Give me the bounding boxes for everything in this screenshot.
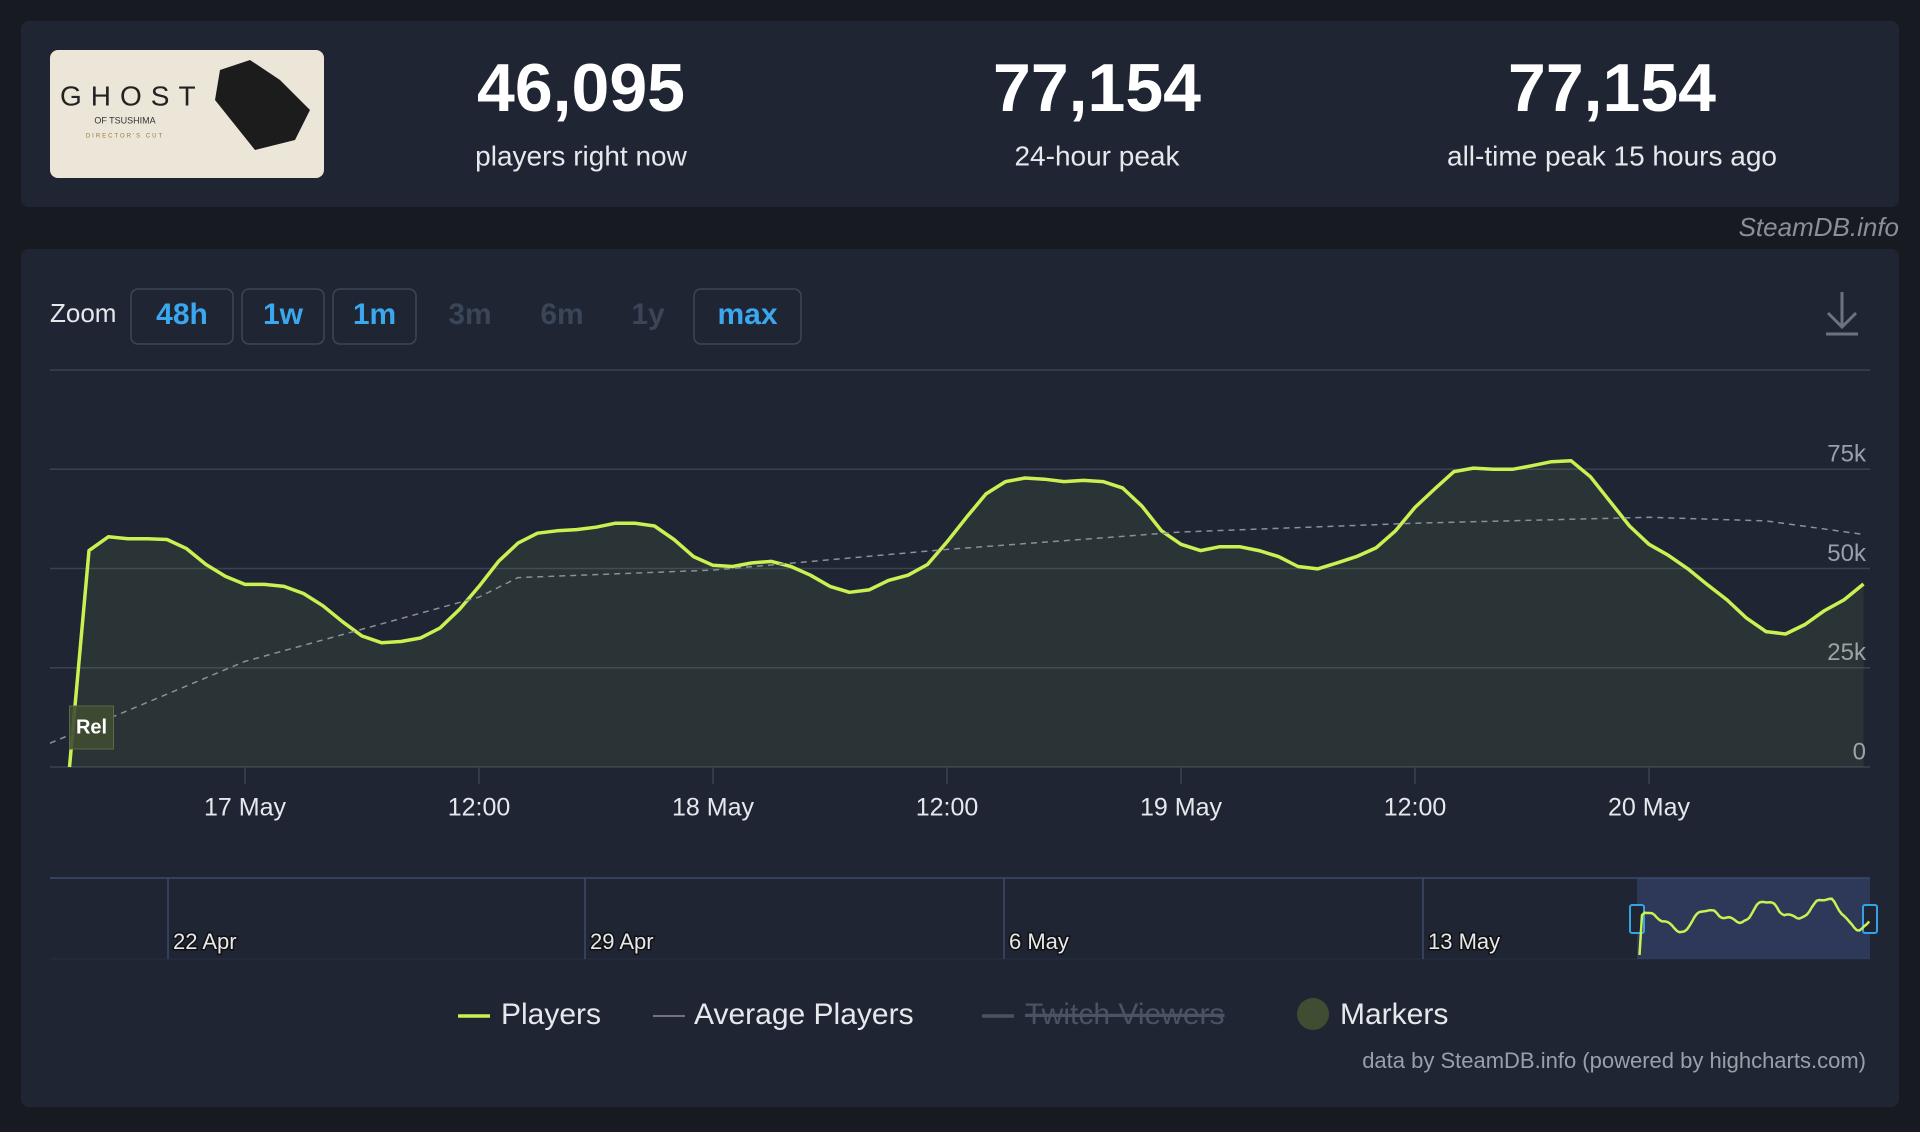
image-figure: [215, 60, 310, 150]
y-tick-label: 50k: [1827, 540, 1867, 567]
zoom-button-label: 6m: [540, 298, 583, 331]
navigator-label: 22 Apr: [173, 929, 237, 954]
legend-label[interactable]: Markers: [1340, 998, 1448, 1031]
stat-label: all-time peak 15 hours ago: [1447, 140, 1777, 171]
image-title: GHOST: [60, 80, 205, 111]
x-tick-label: 18 May: [672, 794, 754, 822]
navigator-series: [1638, 897, 1871, 956]
credits[interactable]: data by SteamDB.info (powered by highcha…: [1362, 1048, 1866, 1073]
navigator-label: 6 May: [1009, 929, 1069, 954]
zoom-button[interactable]: [130, 288, 234, 345]
legend-label[interactable]: Players: [501, 998, 601, 1031]
x-tick-label: 12:00: [1384, 794, 1447, 822]
download-glyph: [1826, 292, 1858, 336]
series-line: [49, 516, 1864, 744]
zoom-button-label[interactable]: 1m: [353, 298, 396, 331]
marker[interactable]: [69, 705, 114, 750]
y-tick-label: 75k: [1827, 441, 1867, 468]
download-icon[interactable]: [1826, 292, 1858, 336]
brand[interactable]: SteamDB.info: [1739, 212, 1899, 242]
zoom-button[interactable]: [241, 288, 325, 345]
x-tick-label: 19 May: [1140, 794, 1222, 822]
zoom-button-label: 3m: [448, 298, 491, 331]
navigator-window[interactable]: [1637, 878, 1870, 959]
x-tick-label: 20 May: [1608, 794, 1690, 822]
image-edition: DIRECTOR'S CUT: [86, 134, 164, 140]
navigator-label: 29 Apr: [590, 929, 654, 954]
zoom-button-label[interactable]: 1w: [263, 298, 304, 331]
stat-value: 77,154: [993, 50, 1201, 126]
image-subtitle: OF TSUSHIMA: [94, 115, 155, 125]
zoom-button-label[interactable]: 48h: [156, 298, 208, 331]
game-image[interactable]: GHOST OF TSUSHIMA DIRECTOR'S CUT: [50, 50, 324, 178]
zoom-button-label: 1y: [631, 298, 665, 331]
y-tick-label: 25k: [1827, 639, 1867, 666]
series-line: [67, 458, 1865, 768]
navigator-handle[interactable]: [1862, 904, 1878, 934]
series-area: [69, 460, 1864, 767]
stats-panel: [21, 21, 1899, 207]
legend-label[interactable]: Average Players: [694, 998, 914, 1031]
stat-label: 24-hour peak: [1014, 140, 1180, 171]
navigator-label: 13 May: [1428, 929, 1500, 954]
stat-value: 46,095: [477, 50, 685, 126]
x-tick-label: 17 May: [204, 794, 286, 822]
x-tick-label: 12:00: [448, 794, 511, 822]
zoom-button[interactable]: [332, 288, 417, 345]
legend-label[interactable]: Twitch Viewers: [1025, 998, 1225, 1031]
legend-symbol[interactable]: [1297, 998, 1329, 1030]
zoom-label: Zoom: [50, 298, 116, 328]
zoom-button[interactable]: [693, 288, 802, 345]
stat-value: 77,154: [1508, 50, 1716, 126]
chart-panel: [21, 249, 1899, 1107]
x-tick-label: 12:00: [916, 794, 979, 822]
stat-label: players right now: [475, 140, 687, 171]
y-tick-label: 0: [1853, 738, 1866, 765]
marker-label: Rel: [76, 716, 107, 738]
zoom-button-label[interactable]: max: [717, 298, 777, 331]
